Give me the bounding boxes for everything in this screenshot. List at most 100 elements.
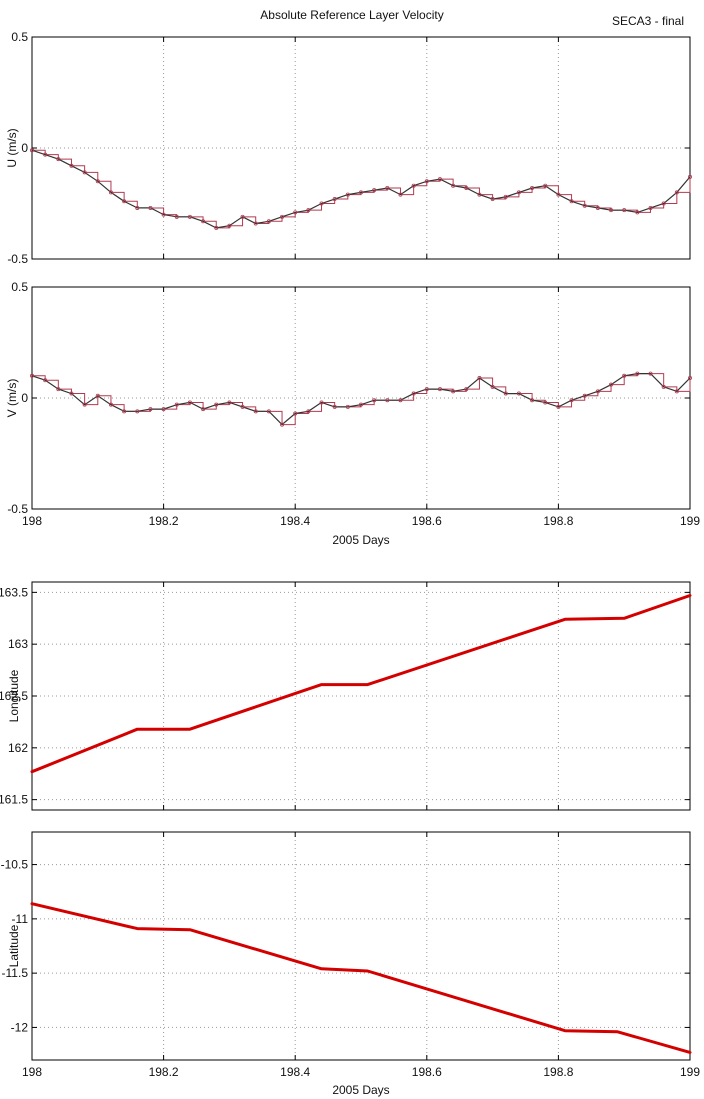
data-point [214,402,219,407]
data-point [398,398,403,403]
data-point [569,199,574,204]
data-point [385,398,390,403]
x-tick-label: 198.4 [280,1065,310,1079]
data-point [82,170,87,175]
data-point [358,190,363,195]
data-point [56,387,61,392]
data-point [108,190,113,195]
y-tick-label: -12 [11,1020,29,1034]
data-point [253,409,258,414]
y-tick-label: 0.5 [11,30,28,44]
data-point [319,201,324,206]
data-point [543,183,548,188]
data-point [43,152,48,157]
plot-frame [31,581,691,811]
data-point [411,183,416,188]
x-tick-label: 198.2 [149,514,179,528]
run-tag: SECA3 - final [611,14,684,28]
data-point [372,398,377,403]
data-point [148,205,153,210]
data-point [227,400,232,405]
data-point [345,404,350,409]
data-point [424,179,429,184]
plot-frame [31,36,691,260]
y-tick-label: 0.5 [11,280,28,294]
data-point [661,384,666,389]
data-point [411,391,416,396]
data-point [43,378,48,383]
data-point [214,225,219,230]
data-point [201,407,206,412]
data-point [503,391,508,396]
data-point [95,393,100,398]
y-axis-label: U (m/s) [5,128,19,167]
y-tick-label: -10.5 [1,858,29,872]
data-point [582,393,587,398]
data-point [503,194,508,199]
x-tick-label: 198 [22,1065,42,1079]
data-point [635,210,640,215]
data-point [187,400,192,405]
x-tick-label: 198.2 [149,1065,179,1079]
data-point [174,402,179,407]
data-point [530,398,535,403]
data-point [398,192,403,197]
data-point [674,389,679,394]
data-point [516,391,521,396]
data-point [69,391,74,396]
data-point [29,373,34,378]
data-point [280,422,285,427]
data-point [56,157,61,162]
data-point [161,212,166,217]
data-point [635,371,640,376]
track-line [30,594,692,774]
y-tick-label: -11.5 [2,966,29,980]
data-point [688,376,693,381]
data-point [306,208,311,213]
data-point [543,400,548,405]
data-point [135,409,140,414]
y-tick-label: 162 [8,741,28,755]
data-point [477,376,482,381]
raw-velocity-line [32,149,691,229]
data-point [82,402,87,407]
data-point [490,384,495,389]
data-point [280,214,285,219]
smoothed-velocity-line [31,149,691,229]
data-point [674,190,679,195]
x-tick-label: 198.8 [543,1065,573,1079]
chart-title: Absolute Reference Layer Velocity [260,8,444,22]
data-point [174,214,179,219]
x-tick-label: 198.6 [412,514,442,528]
y-tick-label: -0.5 [7,502,28,516]
x-tick-label: 199 [680,514,700,528]
data-point [306,409,311,414]
y-tick-label: 162.5 [0,689,28,703]
data-point [556,404,561,409]
x-axis-label: 2005 Days [332,1083,389,1097]
y-tick-label: 163 [8,637,28,651]
data-point [688,174,693,179]
x-tick-label: 198.4 [280,514,310,528]
data-point [187,214,192,219]
data-point [437,177,442,182]
data-point [122,199,127,204]
data-point [595,389,600,394]
data-point [372,188,377,193]
plot-frame [31,831,691,1061]
data-point [332,197,337,202]
y-tick-label: 0 [21,391,28,405]
data-point [161,407,166,412]
data-point [424,387,429,392]
data-point [345,192,350,197]
data-point [253,221,258,226]
x-tick-label: 198 [22,514,42,528]
y-tick-label: -11 [12,912,29,926]
data-point [622,208,627,213]
y-tick-label: -0.5 [7,252,28,266]
data-point [293,210,298,215]
data-point [293,411,298,416]
data-point [648,371,653,376]
data-point [29,148,34,153]
